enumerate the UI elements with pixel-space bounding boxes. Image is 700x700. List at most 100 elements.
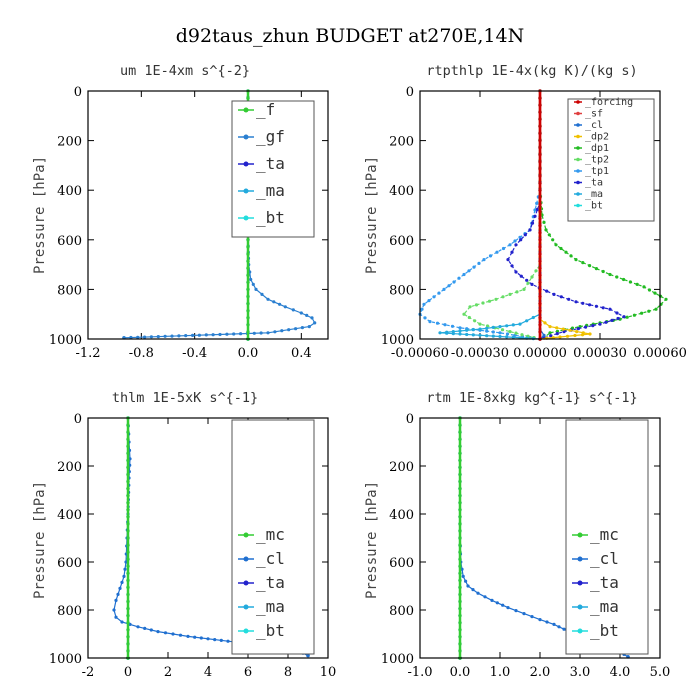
data-point bbox=[538, 273, 542, 277]
x-tick-label: 0.0 bbox=[238, 346, 259, 361]
legend-label-ma: _ma bbox=[585, 189, 603, 200]
data-point bbox=[246, 302, 250, 306]
data-point bbox=[246, 96, 250, 100]
x-tick-label: 1.0 bbox=[490, 665, 511, 680]
data-point bbox=[533, 214, 537, 218]
data-point bbox=[422, 302, 426, 306]
data-point bbox=[477, 261, 481, 265]
data-point bbox=[126, 649, 130, 653]
data-point bbox=[654, 307, 658, 311]
x-tick-label: 4.0 bbox=[610, 665, 631, 680]
data-point bbox=[471, 333, 475, 337]
data-point bbox=[481, 301, 485, 305]
y-tick-label: 800 bbox=[57, 283, 82, 298]
series-markers-tp2 bbox=[462, 89, 542, 340]
data-point bbox=[488, 254, 493, 258]
data-point bbox=[581, 261, 585, 265]
axis-ticks: -1.0 0.0 1.0 2.0 3.0 4.0 5.0 0 200 400 600 800 1000 bbox=[381, 412, 670, 680]
legend-label-bt: _bt bbox=[256, 621, 285, 640]
y-axis-label: Pressure [hPa] bbox=[32, 156, 48, 274]
data-point bbox=[622, 315, 626, 319]
data-point bbox=[514, 609, 518, 613]
legend-marker-ma bbox=[243, 188, 249, 194]
data-point bbox=[126, 508, 130, 512]
legend-label-ta: _ta bbox=[256, 154, 285, 173]
data-point bbox=[538, 202, 542, 206]
data-point bbox=[458, 458, 462, 462]
data-point bbox=[126, 550, 130, 554]
data-point bbox=[538, 245, 542, 249]
data-point bbox=[458, 508, 462, 512]
x-tick-label: 0 bbox=[124, 665, 132, 680]
data-point bbox=[538, 139, 542, 143]
data-point bbox=[514, 270, 518, 274]
data-point bbox=[458, 607, 462, 611]
data-point bbox=[443, 323, 447, 327]
panel-thlm: thlm 1E-5xK s^{-1} Pressure [hPa] -2 0 2 4 6… bbox=[32, 390, 336, 680]
data-point bbox=[114, 615, 118, 619]
data-point bbox=[561, 327, 565, 331]
x-tick-label: 0.4 bbox=[291, 346, 312, 361]
data-point bbox=[490, 598, 494, 603]
data-point bbox=[528, 228, 532, 232]
data-point bbox=[458, 437, 462, 441]
data-point bbox=[594, 304, 599, 308]
plot-frame bbox=[87, 90, 329, 340]
data-point bbox=[191, 333, 195, 337]
data-point bbox=[576, 327, 581, 331]
legend-marker-ma bbox=[576, 192, 580, 196]
data-point bbox=[246, 316, 250, 320]
data-point bbox=[538, 238, 542, 242]
legend-marker-ta bbox=[576, 180, 580, 185]
data-point bbox=[545, 620, 549, 624]
data-point bbox=[437, 291, 441, 295]
data-point bbox=[120, 620, 124, 624]
data-point bbox=[500, 328, 505, 332]
data-point bbox=[467, 315, 471, 320]
data-point bbox=[538, 188, 542, 192]
data-point bbox=[538, 280, 542, 284]
legend: _mc _cl _ta _ma _bt bbox=[565, 419, 649, 655]
legend: _f _gf _ta _ma _bt bbox=[231, 100, 315, 238]
data-point bbox=[505, 324, 509, 328]
data-point bbox=[545, 289, 549, 293]
data-point bbox=[260, 292, 264, 296]
legend-marker-cl bbox=[577, 556, 583, 562]
data-point bbox=[239, 332, 243, 336]
data-point bbox=[458, 536, 462, 540]
data-point bbox=[163, 631, 168, 635]
legend-box bbox=[567, 98, 655, 222]
legend-label-ma: _ma bbox=[256, 181, 285, 200]
y-axis-label: Pressure [hPa] bbox=[364, 481, 380, 599]
data-point bbox=[506, 258, 510, 262]
data-point bbox=[126, 642, 130, 646]
data-point bbox=[565, 334, 570, 338]
data-point bbox=[249, 277, 253, 282]
data-point bbox=[647, 288, 652, 292]
data-point bbox=[445, 331, 449, 335]
data-point bbox=[555, 326, 559, 330]
legend-label-ma: _ma bbox=[590, 597, 619, 616]
data-point bbox=[143, 335, 147, 339]
data-point bbox=[287, 328, 291, 332]
data-point bbox=[515, 290, 519, 294]
data-point bbox=[508, 243, 512, 247]
data-point bbox=[458, 649, 462, 653]
data-point bbox=[458, 571, 462, 575]
data-point bbox=[458, 472, 462, 477]
axis-ticks: -2 0 2 4 6 8 10 0 200 400 600 800 1000 bbox=[49, 412, 336, 680]
data-point bbox=[184, 334, 188, 338]
data-point bbox=[482, 258, 486, 262]
data-point bbox=[538, 294, 542, 299]
plot-frame bbox=[87, 417, 329, 659]
data-point bbox=[313, 321, 317, 325]
series-line-ta bbox=[507, 91, 626, 339]
legend-marker-bt bbox=[243, 215, 249, 221]
data-point bbox=[246, 245, 250, 249]
y-tick-label: 400 bbox=[389, 508, 414, 523]
data-point bbox=[473, 319, 477, 323]
legend-marker-bt bbox=[576, 203, 580, 208]
data-point bbox=[538, 266, 542, 270]
plot-frame bbox=[419, 417, 661, 659]
x-tick-label: -0.00060 bbox=[391, 346, 449, 361]
